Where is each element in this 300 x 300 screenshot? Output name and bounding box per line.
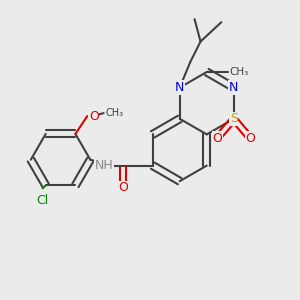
Text: O: O bbox=[89, 110, 99, 123]
Text: NH: NH bbox=[94, 159, 113, 172]
Text: O: O bbox=[212, 132, 222, 145]
Text: CH₃: CH₃ bbox=[105, 108, 123, 118]
Text: O: O bbox=[245, 132, 255, 145]
Text: N: N bbox=[175, 81, 184, 94]
Text: Cl: Cl bbox=[37, 194, 49, 207]
Text: N: N bbox=[229, 81, 239, 94]
Text: CH₃: CH₃ bbox=[229, 67, 248, 77]
Text: S: S bbox=[230, 112, 238, 125]
Text: O: O bbox=[118, 182, 128, 194]
